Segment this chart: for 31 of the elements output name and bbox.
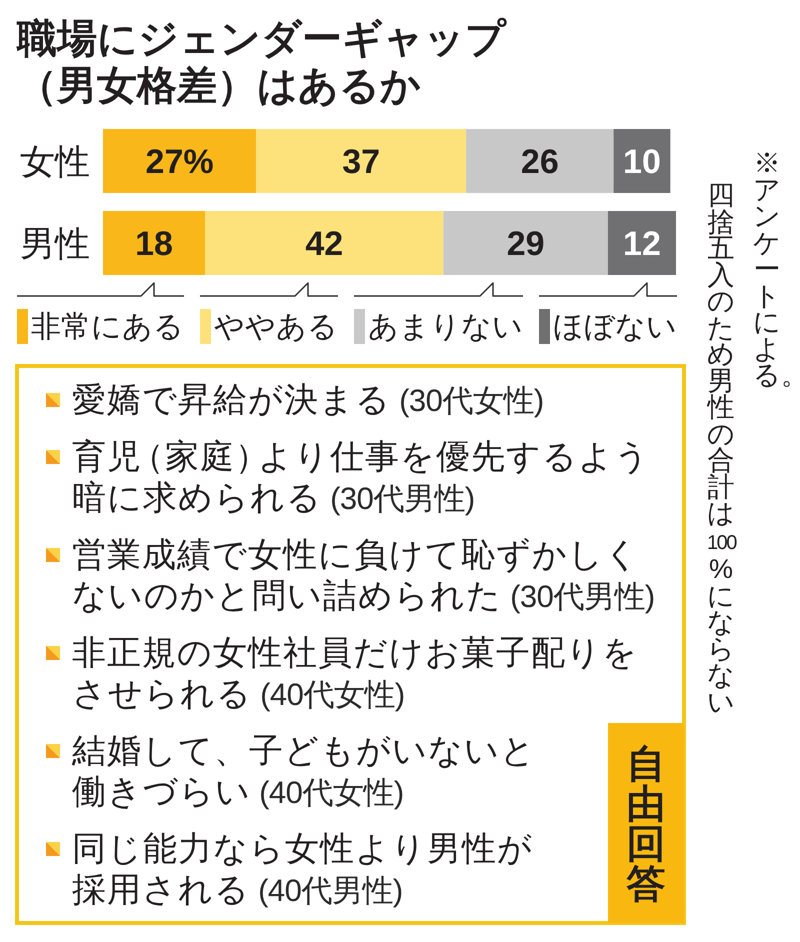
text: 四捨五入のため男性の合計は100%にならない: [707, 180, 736, 716]
y-tick-label: 男性: [20, 224, 90, 264]
data-label: 10: [623, 143, 661, 181]
data-label: 42: [305, 225, 344, 263]
bar: [103, 211, 206, 275]
data-label: 29: [506, 225, 545, 263]
bar: [466, 129, 614, 193]
text: 育児（家庭）より仕事を優先するよう暗に求められる (30代男性): [72, 438, 650, 516]
bar: [608, 211, 676, 275]
text: 非正規の女性社員だけお菓子配りをさせられる (40代女性): [72, 634, 638, 712]
legend-label: 非常にある: [31, 310, 184, 344]
data-label: 18: [135, 225, 173, 263]
y-tick-label: 女性: [20, 142, 90, 182]
data-label: 27%: [146, 143, 214, 181]
legend-label: ほぼない: [553, 310, 677, 344]
text: 自由回答: [626, 743, 666, 906]
bar: [256, 129, 466, 193]
legend-label: ややある: [214, 310, 338, 344]
data-label: 37: [342, 143, 380, 181]
bar: [103, 129, 256, 193]
bar: [205, 211, 444, 275]
bar: [443, 211, 608, 275]
text: ※アンケートによる。: [753, 148, 800, 390]
text: 同じ能力なら女性より男性が採用される (40代男性): [72, 830, 533, 908]
data-label: 26: [520, 143, 559, 181]
chart-title: 職場にジェンダーギャップ（男女格差）はあるか: [17, 17, 506, 108]
text: 営業成績で女性に負けて恥ずかしくないのかと問い詰められた (30代男性): [72, 536, 655, 614]
text: 結婚して、子どもがいないと働きづらい (40代女性): [72, 732, 536, 810]
legend-label: あまりない: [368, 310, 523, 344]
text: 愛嬌で昇給が決まる (30代女性): [72, 380, 545, 420]
data-label: 12: [623, 225, 661, 263]
